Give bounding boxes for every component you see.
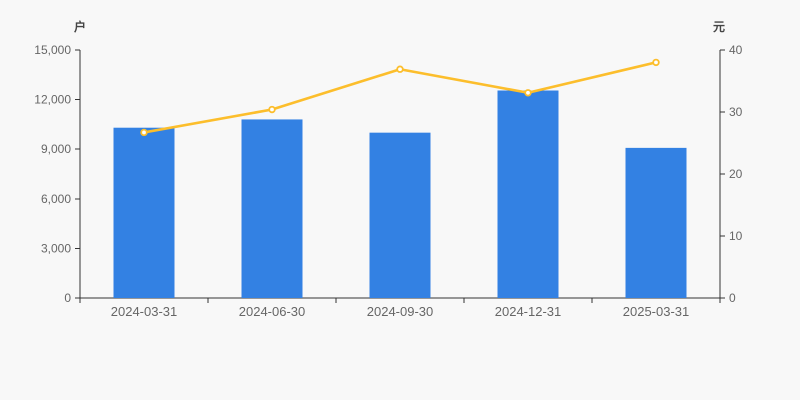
x-axis-label: 2024-09-30 (367, 304, 434, 319)
line-point-2024-12-31[interactable] (524, 89, 532, 97)
left-axis-tick-label: 6,000 (41, 192, 71, 206)
right-axis-tick-label: 20 (729, 167, 743, 181)
left-axis-tick-label: 0 (64, 291, 71, 305)
line-point-2024-06-30[interactable] (268, 105, 276, 114)
right-axis-tick-label: 10 (729, 229, 743, 243)
bar-2024-09-30[interactable] (369, 132, 431, 298)
right-axis-name: 元 (713, 20, 725, 34)
line-point-2025-03-31[interactable] (652, 58, 660, 67)
line-point-2024-09-30[interactable] (396, 65, 404, 73)
left-axis-tick-label: 3,000 (41, 241, 71, 255)
x-axis-label: 2025-03-31 (623, 304, 690, 319)
x-axis-label: 2024-06-30 (239, 304, 306, 319)
left-axis-name: 户 (74, 19, 86, 34)
line-point-2024-03-31[interactable] (140, 128, 148, 137)
x-axis-label: 2024-03-31 (111, 304, 178, 319)
right-axis-tick-label: 40 (729, 43, 743, 57)
right-axis-tick-label: 30 (729, 105, 743, 119)
bar-2024-03-31[interactable] (113, 127, 175, 298)
left-axis-tick-label: 15,000 (34, 43, 71, 57)
bar-2024-12-31[interactable] (497, 90, 559, 298)
x-axis-label: 2024-12-31 (495, 304, 562, 319)
bar-2025-03-31[interactable] (625, 147, 687, 298)
left-axis-tick-label: 12,000 (34, 93, 71, 107)
right-axis-tick-label: 0 (729, 291, 736, 305)
bar-2024-06-30[interactable] (241, 119, 303, 298)
left-axis-tick-label: 9,000 (41, 142, 71, 156)
